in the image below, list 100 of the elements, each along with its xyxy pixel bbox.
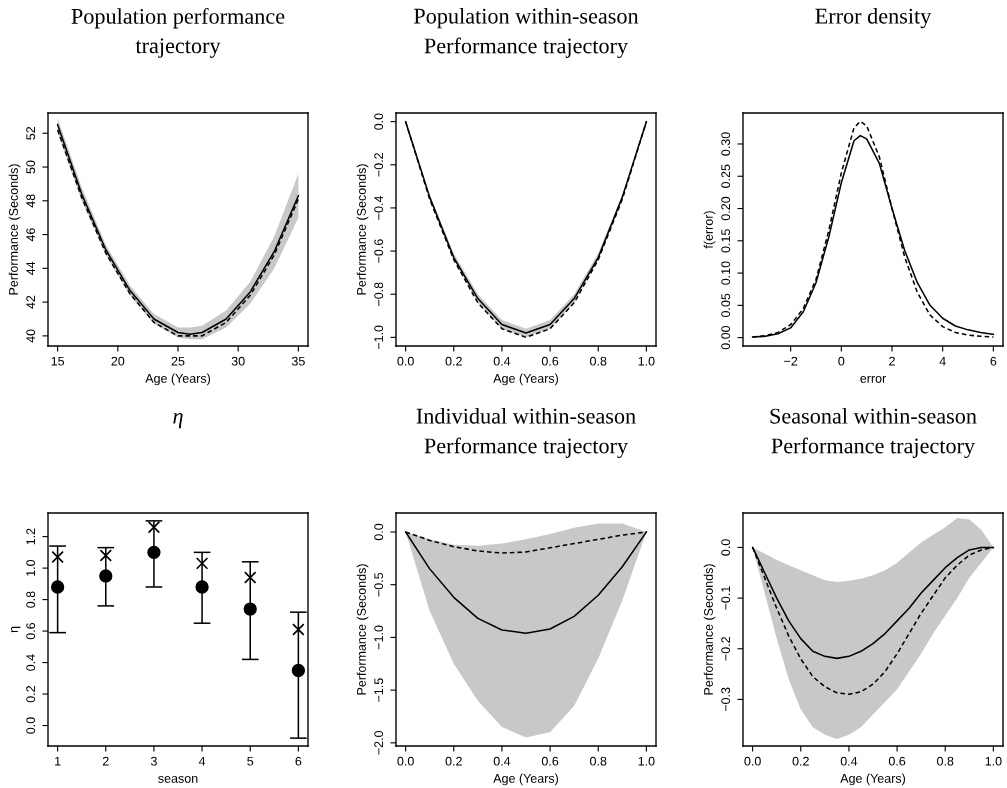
chart-title: Seasonal within-season Performance trajectory	[770, 408, 977, 458]
chart-title: Error density	[815, 8, 932, 29]
x-axis-title: Age (Years)	[493, 373, 558, 386]
point	[244, 571, 257, 584]
y-tick-label: 0.0	[721, 539, 731, 556]
x-tick-label: 1.0	[985, 756, 1002, 766]
x-tick-label: 4	[939, 356, 946, 366]
y-tick-label: 46	[26, 228, 36, 242]
x-axis-title: Age (Years)	[840, 773, 905, 786]
x-tick-label: 0.0	[397, 356, 414, 366]
y-axis-title: η	[11, 626, 21, 633]
chart-title: Population performance trajectory	[71, 8, 285, 58]
point	[195, 580, 209, 594]
x-tick-label: 6	[295, 756, 302, 766]
x-tick-label: 1.0	[638, 756, 655, 766]
x-tick-label: 0.0	[397, 756, 414, 766]
point	[99, 569, 113, 583]
y-tick-label: 0.10	[721, 261, 731, 285]
y-tick-label: −1.0	[374, 625, 384, 650]
y-tick-label: 0.0	[26, 717, 36, 734]
x-tick-label: 2	[889, 356, 895, 366]
y-tick-label: 0.6	[26, 622, 36, 640]
x-tick-label: −2	[784, 356, 798, 366]
x-tick-label: 0.2	[792, 756, 809, 766]
point	[243, 602, 257, 616]
y-axis-title: Performance (Seconds)	[356, 564, 369, 695]
y-tick-label: −0.8	[374, 282, 384, 306]
y-tick-label: 1.2	[26, 528, 35, 545]
chart-title: Individual within-season Performance trajectory	[416, 408, 636, 458]
point	[50, 580, 65, 594]
y-tick-label: −0.2	[721, 637, 731, 661]
y-tick-label: −1.0	[374, 325, 384, 350]
y-tick-label: 52	[26, 126, 36, 140]
x-tick-label: 30	[231, 356, 245, 366]
y-tick-label: −2.0	[374, 730, 384, 755]
x-tick-label: 25	[171, 356, 185, 366]
y-tick-label: 42	[26, 295, 35, 309]
x-tick-label: 0.4	[493, 356, 511, 366]
point	[99, 549, 112, 562]
x-tick-label: 5	[247, 756, 254, 766]
y-axis-title: f(error)	[703, 211, 716, 249]
x-tick-label: 35	[291, 356, 305, 366]
x-tick-label: 1.0	[638, 356, 655, 366]
point	[147, 545, 161, 560]
x-tick-label: 0.6	[541, 356, 559, 366]
y-tick-label: −0.1	[721, 586, 731, 610]
x-tick-label: 3	[150, 756, 157, 766]
x-tick-label: 0.2	[445, 756, 462, 766]
y-axis-title: Performance (Seconds)	[8, 164, 21, 295]
x-tick-label: 0.6	[888, 756, 906, 766]
y-tick-label: −0.3	[721, 687, 731, 712]
y-tick-label: −0.2	[374, 153, 384, 177]
x-axis-title: Age (Years)	[145, 373, 210, 386]
x-tick-label: 0.2	[445, 356, 462, 366]
y-tick-label: 44	[26, 261, 35, 275]
y-tick-label: 0.00	[721, 325, 731, 350]
x-tick-label: 6	[990, 356, 997, 366]
y-tick-label: 0.15	[721, 229, 731, 253]
y-tick-label: 1.0	[26, 559, 36, 576]
y-axis-title: Performance (Seconds)	[356, 164, 369, 295]
x-tick-label: 4	[198, 756, 206, 766]
x-tick-label: 0.0	[744, 756, 761, 766]
point	[51, 550, 64, 564]
y-tick-label: 0.4	[26, 654, 36, 671]
y-axis-title: Performance (Seconds)	[703, 564, 716, 695]
point	[291, 663, 306, 678]
y-tick-label: 0.20	[721, 196, 731, 221]
y-tick-label: −0.5	[374, 572, 384, 597]
x-tick-label: 15	[51, 356, 65, 366]
y-tick-label: −0.4	[374, 195, 384, 220]
x-tick-label: 0.8	[590, 756, 607, 766]
x-tick-label: 1	[55, 756, 61, 766]
x-tick-label: 0.4	[840, 756, 858, 766]
y-tick-label: −0.6	[374, 239, 384, 263]
x-tick-label: 0.4	[493, 756, 511, 766]
x-axis-title: Age (Years)	[493, 773, 558, 786]
y-tick-label: 0.0	[374, 113, 384, 130]
x-axis-title: season	[158, 775, 198, 783]
y-tick-label: 0.30	[721, 132, 731, 156]
y-tick-label: 0.0	[374, 523, 384, 541]
x-tick-label: 0	[838, 356, 845, 366]
point	[147, 520, 161, 534]
y-tick-label: 0.2	[26, 685, 36, 703]
y-tick-label: 50	[26, 160, 36, 174]
y-tick-label: 0.25	[721, 164, 731, 188]
y-tick-label: 48	[26, 194, 36, 208]
x-tick-label: 0.8	[937, 756, 954, 766]
chart-title: Population within-season Performance trajectory	[413, 8, 639, 58]
chart-title: η	[173, 412, 183, 429]
x-tick-label: 0.8	[590, 356, 607, 366]
point	[292, 623, 305, 636]
y-tick-label: 0.05	[721, 293, 731, 318]
y-tick-label: −1.5	[374, 678, 384, 702]
point	[195, 557, 209, 570]
x-tick-label: 20	[111, 356, 125, 366]
x-axis-title: error	[860, 375, 886, 383]
x-tick-label: 0.6	[541, 756, 559, 766]
y-tick-label: 0.8	[26, 591, 36, 608]
x-tick-label: 2	[102, 756, 109, 766]
y-tick-label: 40	[26, 329, 36, 343]
